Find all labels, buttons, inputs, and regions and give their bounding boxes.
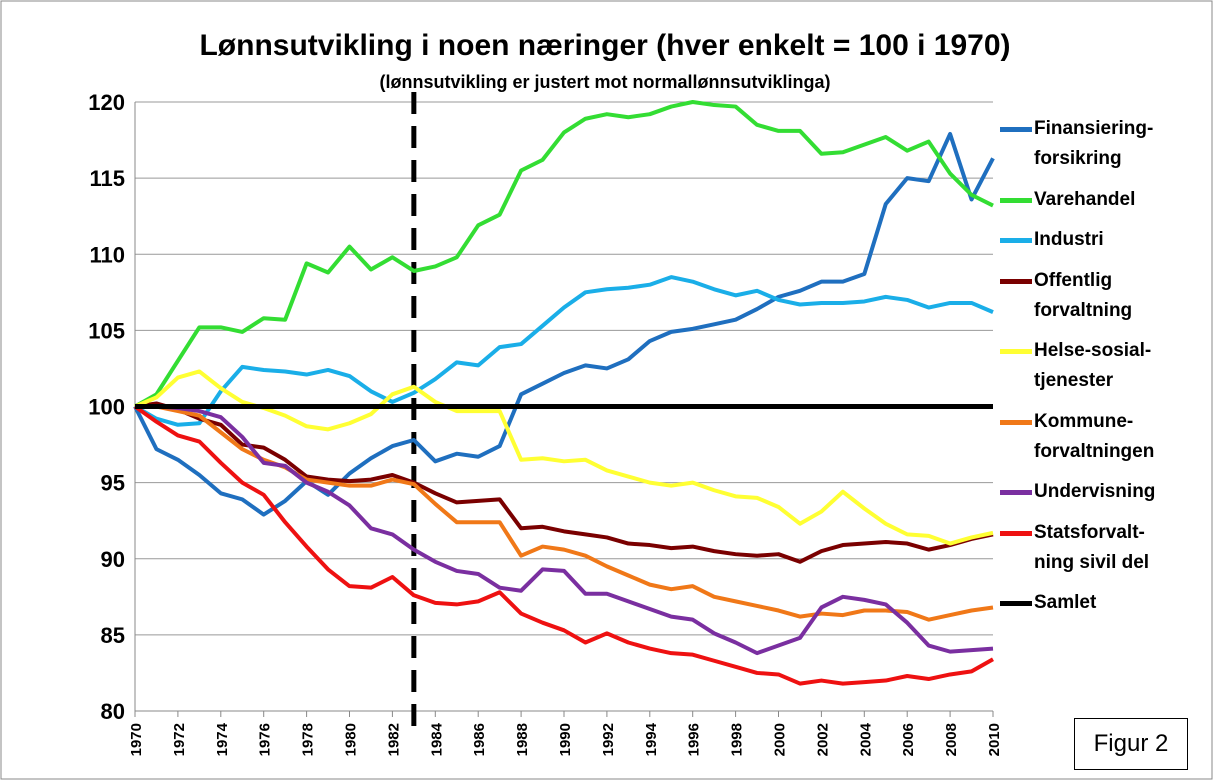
x-tick-label: 1998 xyxy=(729,723,746,756)
chart-subtitle: (lønnsutvikling er justert mot normalløn… xyxy=(379,72,830,92)
x-tick-label: 1990 xyxy=(557,723,574,756)
legend-item: Offentlig forvaltning xyxy=(1000,270,1205,326)
chart-title: Lønnsutvikling i noen næringer (hver enk… xyxy=(199,29,1010,62)
legend-item: Industri xyxy=(1000,229,1205,255)
y-tick-label: 80 xyxy=(101,699,125,724)
x-tick-label: 1984 xyxy=(428,722,445,756)
series-line xyxy=(133,131,995,517)
x-tick-label: 1970 xyxy=(128,723,145,756)
y-tick-label: 90 xyxy=(101,547,125,572)
legend-label: Undervisning xyxy=(1034,481,1156,502)
legend-swatch xyxy=(1000,349,1032,354)
y-tick-label: 100 xyxy=(88,395,125,420)
x-tick-label: 1978 xyxy=(300,723,317,756)
x-tick-label: 1994 xyxy=(643,722,660,756)
legend-label: Offentlig forvaltning xyxy=(1034,269,1133,321)
legend-label: Samlet xyxy=(1034,592,1097,613)
legend-label: Statsforvalt- ning sivil del xyxy=(1034,521,1150,573)
y-tick-label: 120 xyxy=(88,90,125,115)
x-tick-label: 1988 xyxy=(514,723,531,756)
x-tick-label: 1992 xyxy=(600,723,617,756)
legend-label: Varehandel xyxy=(1034,188,1136,210)
legend-swatch xyxy=(1000,278,1032,284)
legend-swatch xyxy=(1000,419,1032,425)
legend-swatch xyxy=(1000,127,1032,132)
y-tick-label: 115 xyxy=(90,166,126,191)
legend-swatch xyxy=(1000,530,1032,536)
y-tick-label: 110 xyxy=(90,242,126,267)
legend-label: Finansiering- forsikring xyxy=(1034,118,1154,169)
legend-swatch xyxy=(1000,238,1032,243)
x-tick-label: 2010 xyxy=(986,723,1003,756)
legend-swatch xyxy=(1000,490,1032,495)
x-tick-label: 1986 xyxy=(471,723,488,756)
legend-swatch xyxy=(1000,197,1032,203)
legend-swatch xyxy=(1000,601,1032,606)
annotation: Figur 2 xyxy=(1074,718,1188,770)
y-tick-label: 95 xyxy=(101,471,125,496)
x-tick-label: 2006 xyxy=(900,723,917,756)
x-tick-label: 1996 xyxy=(686,723,703,756)
legend: Finansiering- forsikring Varehandel Indust… xyxy=(1000,118,1205,618)
legend-item: Undervisning xyxy=(1000,481,1205,507)
x-tick-label: 1976 xyxy=(257,723,274,756)
x-tick-label: 2008 xyxy=(943,723,960,756)
x-tick-label: 1974 xyxy=(214,722,231,756)
x-tick-label: 2000 xyxy=(772,723,789,756)
legend-item: Helse-sosial- tjenester xyxy=(1000,340,1205,396)
series-line xyxy=(134,401,994,564)
x-tick-label: 2004 xyxy=(857,722,874,756)
series-line xyxy=(133,404,994,686)
legend-label: Industri xyxy=(1034,229,1104,250)
legend-item: Finansiering- forsikring xyxy=(1000,118,1205,174)
legend-item: Statsforvalt- ning sivil del xyxy=(1000,522,1205,578)
legend-item: Kommune- forvaltningen xyxy=(1000,411,1205,467)
x-tick-label: 1982 xyxy=(385,723,402,756)
x-tick-label: 2002 xyxy=(814,723,831,756)
y-tick-label: 85 xyxy=(101,623,125,648)
series-line xyxy=(134,100,994,409)
legend-item: Samlet xyxy=(1000,592,1205,618)
legend-label: Helse-sosial- tjenester xyxy=(1034,340,1152,391)
x-tick-label: 1972 xyxy=(171,723,188,756)
series-line xyxy=(134,369,994,546)
series-line xyxy=(135,404,994,656)
legend-item: Varehandel xyxy=(1000,189,1205,215)
legend-label: Kommune- forvaltningen xyxy=(1034,410,1155,462)
x-tick-label: 1980 xyxy=(343,723,360,756)
series-line xyxy=(134,275,994,427)
y-tick-label: 105 xyxy=(88,318,125,343)
